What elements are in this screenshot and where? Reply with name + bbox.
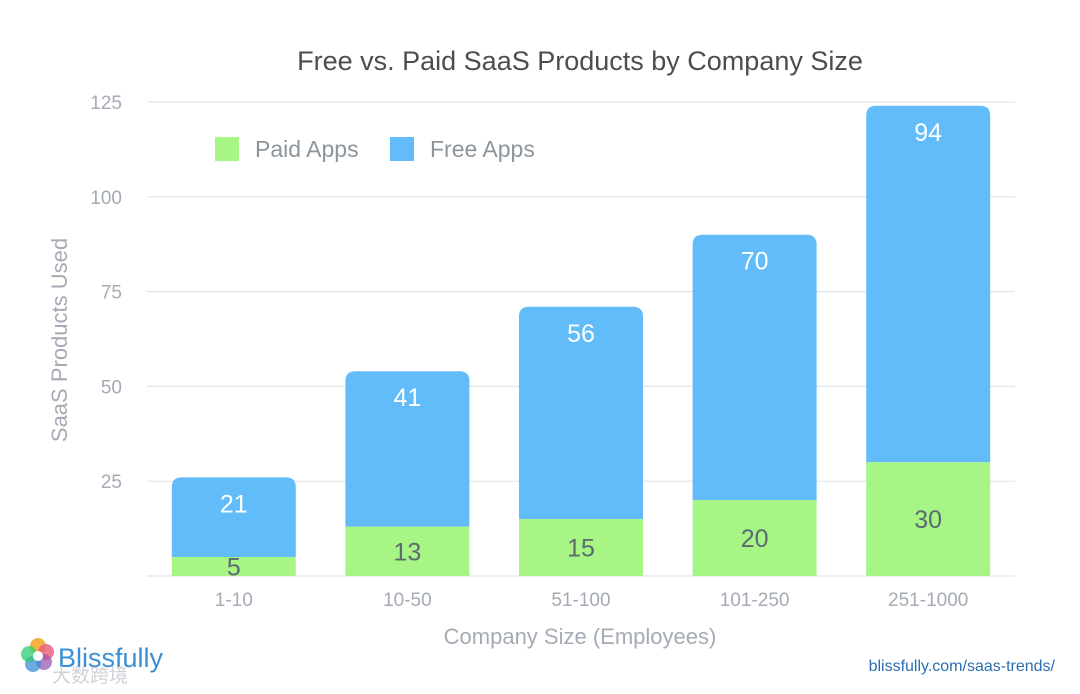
legend-swatch: [390, 137, 414, 161]
bar-free-apps: [171, 477, 296, 558]
source-link[interactable]: blissfully.com/saas-trends/: [869, 658, 1056, 675]
x-tick-label: 10-50: [383, 590, 432, 611]
y-axis-label: SaaS Products Used: [47, 238, 72, 442]
bar-paid-apps: [171, 557, 296, 576]
free-value-label: 56: [567, 320, 595, 348]
flower-icon: [21, 638, 54, 672]
value-labels: 21 5 41 13 56 15 70 20 94 30: [220, 119, 942, 582]
y-axis-ticks: 25 50 75 100 125: [90, 93, 122, 493]
bar-free-apps: [519, 306, 643, 520]
paid-value-label: 13: [393, 538, 421, 566]
x-tick-label: 251-1000: [888, 590, 968, 611]
chart-title: Free vs. Paid SaaS Products by Company S…: [297, 46, 863, 76]
free-value-label: 21: [220, 490, 248, 518]
legend-label: Paid Apps: [255, 136, 359, 162]
y-tick-label: 100: [90, 188, 122, 209]
logo-text: Blissfully: [58, 643, 164, 673]
x-axis-label: Company Size (Employees): [444, 624, 717, 649]
legend: Paid Apps Free Apps: [215, 136, 535, 162]
free-value-label: 94: [914, 119, 942, 147]
paid-value-label: 30: [914, 506, 942, 534]
free-value-label: 41: [393, 384, 421, 412]
bar-free-apps: [692, 234, 817, 501]
bar-paid-apps: [866, 462, 991, 576]
watermark: 大数跨境: [52, 665, 128, 687]
y-tick-label: 25: [101, 472, 122, 493]
bar-paid-apps: [519, 519, 643, 576]
x-tick-label: 1-10: [215, 590, 253, 611]
bar-paid-apps: [345, 526, 470, 576]
bar-free-apps: [345, 371, 470, 527]
y-tick-label: 50: [101, 377, 122, 398]
bars: [171, 105, 991, 576]
paid-value-label: 5: [227, 554, 241, 582]
blissfully-logo: Blissfully: [21, 638, 164, 673]
legend-swatch: [215, 137, 239, 161]
y-tick-label: 125: [90, 93, 122, 114]
bar-free-apps: [866, 105, 991, 463]
x-tick-label: 51-100: [551, 590, 610, 611]
paid-value-label: 20: [741, 525, 769, 553]
x-tick-label: 101-250: [720, 590, 790, 611]
bar-paid-apps: [692, 500, 817, 576]
legend-label: Free Apps: [430, 136, 535, 162]
x-axis-ticks: 1-10 10-50 51-100 101-250 251-1000: [215, 590, 969, 611]
free-value-label: 70: [741, 248, 769, 276]
y-tick-label: 75: [101, 283, 122, 304]
paid-value-label: 15: [567, 535, 595, 563]
